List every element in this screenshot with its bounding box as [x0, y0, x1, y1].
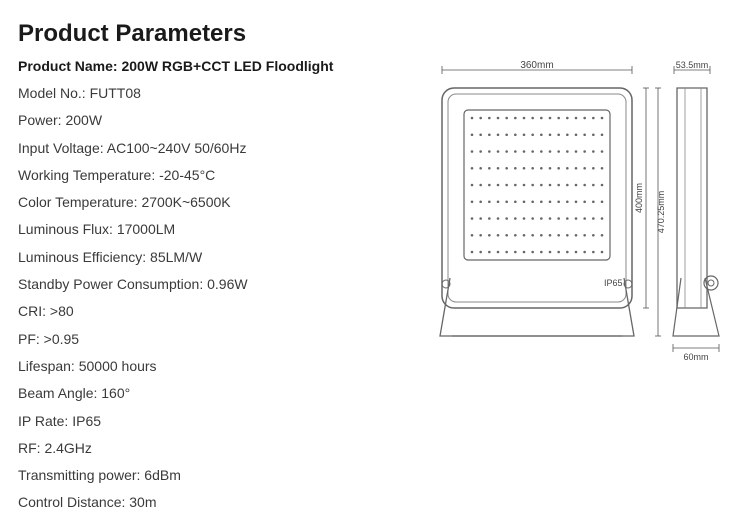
svg-text:53.5mm: 53.5mm — [676, 60, 709, 70]
svg-text:470.25mm: 470.25mm — [656, 191, 666, 234]
svg-text:360mm: 360mm — [520, 60, 553, 71]
spec-row: RF: 2.4GHz — [18, 435, 732, 462]
svg-text:60mm: 60mm — [683, 352, 708, 362]
spec-row: Beam Angle: 160° — [18, 380, 732, 407]
product-name-value: 200W RGB+CCT LED Floodlight — [121, 58, 333, 74]
svg-text:400mm: 400mm — [634, 183, 644, 213]
page-title: Product Parameters — [18, 20, 732, 48]
spec-row: Control Distance: 30m — [18, 489, 732, 516]
product-diagram: 360mm IP65 53.5mm 400mm 470.25mm 60mm — [422, 60, 732, 375]
spec-row: Transmitting power: 6dBm — [18, 462, 732, 489]
spec-row: IP Rate: IP65 — [18, 408, 732, 435]
product-name-label: Product Name: — [18, 58, 118, 74]
svg-text:IP65: IP65 — [604, 278, 623, 288]
